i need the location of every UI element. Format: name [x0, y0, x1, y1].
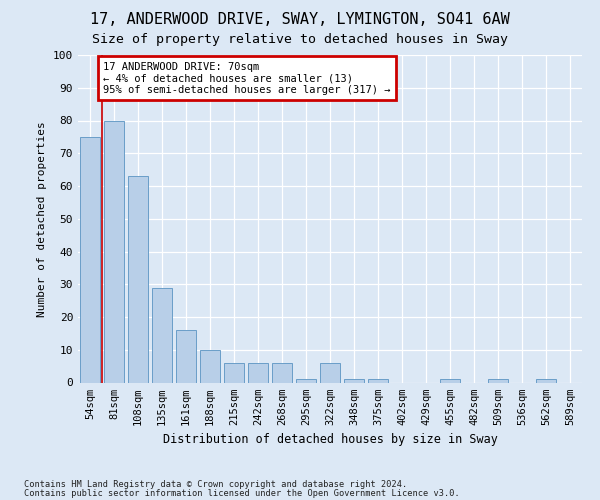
Bar	[368, 379, 388, 382]
Text: Size of property relative to detached houses in Sway: Size of property relative to detached ho…	[92, 32, 508, 46]
Bar	[224, 363, 244, 382]
Bar	[152, 288, 172, 382]
Bar	[440, 379, 460, 382]
Text: 17, ANDERWOOD DRIVE, SWAY, LYMINGTON, SO41 6AW: 17, ANDERWOOD DRIVE, SWAY, LYMINGTON, SO…	[90, 12, 510, 28]
Bar	[128, 176, 148, 382]
Text: Contains public sector information licensed under the Open Government Licence v3: Contains public sector information licen…	[24, 490, 460, 498]
Y-axis label: Number of detached properties: Number of detached properties	[37, 121, 47, 316]
X-axis label: Distribution of detached houses by size in Sway: Distribution of detached houses by size …	[163, 433, 497, 446]
Bar	[296, 379, 316, 382]
Text: Contains HM Land Registry data © Crown copyright and database right 2024.: Contains HM Land Registry data © Crown c…	[24, 480, 407, 489]
Bar	[344, 379, 364, 382]
Bar	[104, 120, 124, 382]
Bar	[536, 379, 556, 382]
Bar	[488, 379, 508, 382]
Text: 17 ANDERWOOD DRIVE: 70sqm
← 4% of detached houses are smaller (13)
95% of semi-d: 17 ANDERWOOD DRIVE: 70sqm ← 4% of detach…	[103, 62, 391, 95]
Bar	[272, 363, 292, 382]
Bar	[200, 350, 220, 382]
Bar	[80, 137, 100, 382]
Bar	[248, 363, 268, 382]
Bar	[320, 363, 340, 382]
Bar	[176, 330, 196, 382]
